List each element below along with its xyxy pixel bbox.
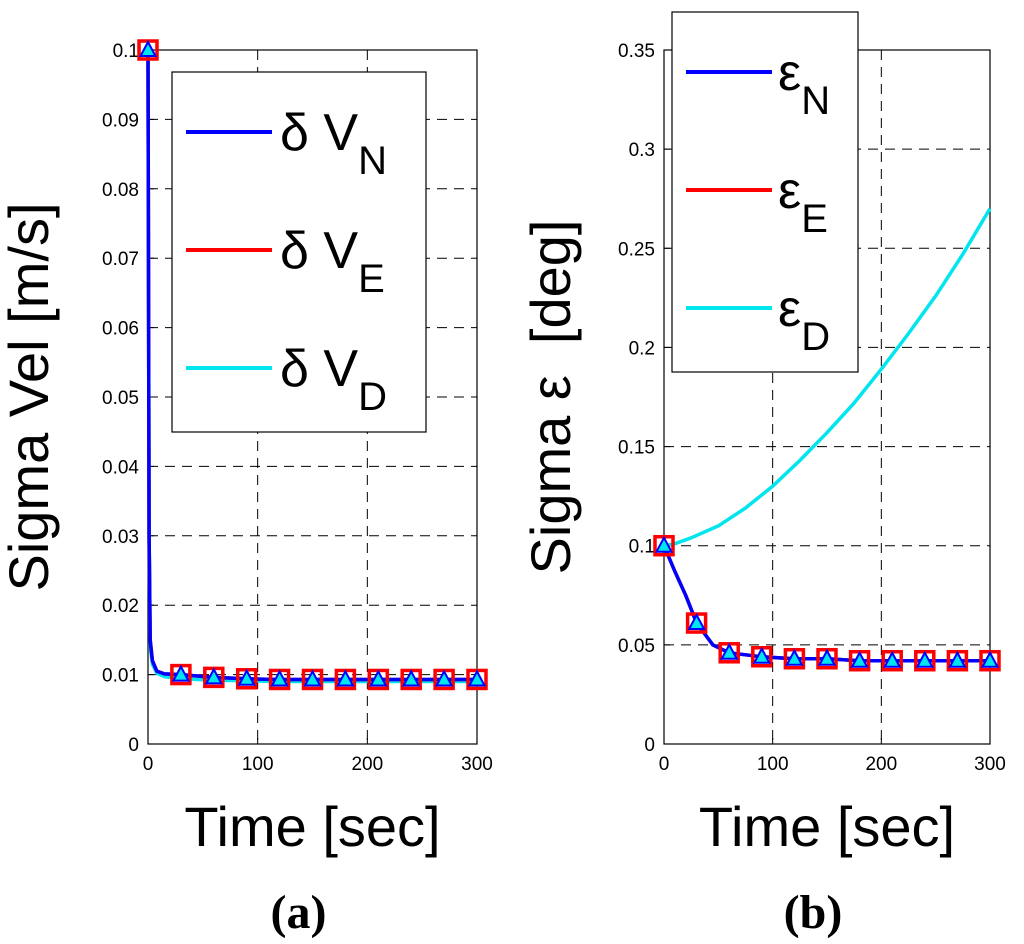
legend-entry-d: δ VD bbox=[280, 340, 387, 419]
marker-triangle bbox=[687, 612, 706, 631]
y-tick-label: 0.02 bbox=[102, 596, 139, 617]
marker-triangle bbox=[850, 650, 869, 668]
x-axis-title: Time [sec] bbox=[184, 795, 440, 858]
x-tick-label: 100 bbox=[757, 754, 789, 775]
y-tick-label: 0.05 bbox=[618, 636, 655, 657]
y-tick-label: 0.2 bbox=[629, 338, 655, 359]
x-tick-label: 300 bbox=[974, 754, 1006, 775]
y-tick-label: 0.09 bbox=[102, 110, 139, 131]
legend-entry-subscript: N bbox=[358, 139, 387, 183]
legend-entry-name: ε bbox=[778, 280, 801, 338]
marker-triangle bbox=[915, 650, 934, 668]
marker-triangle bbox=[752, 646, 771, 664]
legend-entry-subscript: E bbox=[358, 257, 385, 301]
y-tick-label: 0.05 bbox=[102, 388, 139, 409]
marker-triangle bbox=[883, 650, 902, 668]
y-tick-label: 0.25 bbox=[618, 239, 655, 260]
y-tick-label: 0.15 bbox=[618, 438, 655, 459]
x-tick-label: 200 bbox=[351, 754, 383, 775]
y-tick-label: 0.3 bbox=[629, 140, 655, 161]
y-tick-label: 0.01 bbox=[102, 666, 139, 687]
legend-entry-n: δ VN bbox=[280, 104, 387, 183]
marker-triangle bbox=[720, 642, 739, 660]
marker-triangle bbox=[654, 535, 674, 553]
legend-entry-subscript: D bbox=[358, 375, 387, 419]
x-tick-label: 0 bbox=[659, 754, 670, 775]
legend-entry-e: δ VE bbox=[280, 222, 385, 301]
y-tick-label: 0.1 bbox=[113, 41, 139, 62]
x-tick-label: 300 bbox=[461, 754, 493, 775]
y-tick-label: 0.1 bbox=[629, 537, 655, 558]
y-tick-label: 0.07 bbox=[102, 249, 139, 270]
marker-triangle bbox=[303, 669, 322, 687]
y-axis-title: Sigma ε [deg] bbox=[519, 220, 582, 575]
panel-label: (b) bbox=[784, 886, 843, 939]
legend: δ VNδ VEδ VD bbox=[171, 71, 427, 433]
y-tick-label: 0.03 bbox=[102, 527, 139, 548]
legend-entry-name: δ V bbox=[280, 340, 358, 398]
y-tick-label: 0.06 bbox=[102, 319, 139, 340]
y-tick-label: 0.04 bbox=[102, 457, 139, 478]
legend-entry-name: δ V bbox=[280, 222, 358, 280]
series-line-n bbox=[662, 545, 990, 663]
marker-triangle bbox=[270, 669, 289, 687]
marker-triangle bbox=[204, 667, 223, 685]
legend-entry-n: εN bbox=[778, 44, 830, 123]
y-axis-title: Sigma Vel [m/s] bbox=[0, 202, 60, 591]
legend-entry-name: ε bbox=[778, 44, 801, 102]
marker-triangle bbox=[434, 669, 454, 687]
series-line-n bbox=[146, 49, 477, 682]
y-tick-label: 0.08 bbox=[102, 180, 139, 201]
legend-entry-subscript: E bbox=[801, 197, 828, 241]
series-line-d bbox=[663, 207, 992, 548]
marker-triangle bbox=[369, 669, 388, 687]
x-tick-label: 200 bbox=[865, 754, 897, 775]
panel-label: (a) bbox=[271, 886, 327, 939]
marker-triangle bbox=[336, 669, 355, 687]
marker-triangle bbox=[980, 650, 1000, 668]
legend-entry-d: εD bbox=[778, 280, 830, 359]
y-tick-label: 0.35 bbox=[618, 41, 655, 62]
legend-entry-name: δ V bbox=[280, 104, 358, 162]
legend-entry-e: εE bbox=[778, 162, 828, 241]
legend-entry-subscript: N bbox=[801, 79, 830, 123]
marker-triangle bbox=[237, 668, 256, 686]
marker-triangle bbox=[402, 669, 421, 687]
legend-entry-name: ε bbox=[778, 162, 801, 220]
legend-entry-subscript: D bbox=[801, 315, 830, 359]
marker-triangle bbox=[948, 650, 967, 668]
x-tick-label: 100 bbox=[242, 754, 274, 775]
marker-triangle bbox=[138, 39, 158, 57]
marker-triangle bbox=[785, 648, 804, 666]
marker-triangle bbox=[817, 648, 837, 666]
y-tick-label: 0 bbox=[644, 735, 655, 756]
marker-triangle bbox=[171, 664, 191, 682]
panel-a: 0 100 200 300 0 0.01 0.02 0.03 0.04 0.05 0.06 0.07 0… bbox=[0, 39, 493, 939]
marker-triangle bbox=[467, 669, 487, 687]
y-tick-label: 0 bbox=[128, 735, 139, 756]
x-axis-title: Time [sec] bbox=[699, 795, 955, 858]
x-tick-label: 0 bbox=[143, 754, 154, 775]
